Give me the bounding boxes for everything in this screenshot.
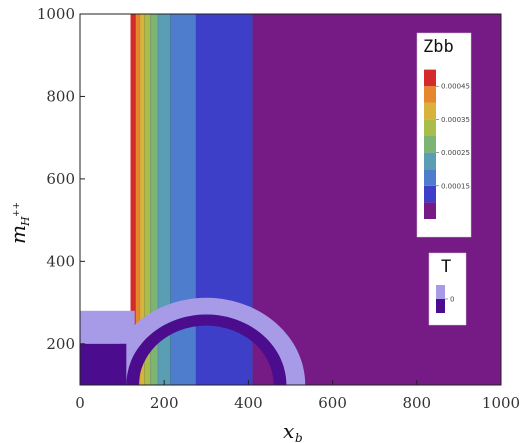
legend-zbb-swatch [424,119,436,136]
t-region-outer [107,297,306,385]
y-axis-label-sup: ++ [12,202,22,217]
legend-zbb-swatch [424,102,436,120]
legend-zbb-swatch [424,202,436,219]
legend-zbb: Zbb 0.00015 0.00025 0.00035 0.00045 [416,32,472,238]
x-tick-label: 400 [234,394,263,412]
y-tick-label: 400 [46,252,75,270]
y-tick-label: 200 [46,335,75,353]
legend-zbb-swatch [424,169,436,186]
contour-band-2 [139,14,145,385]
contour-band-4 [150,14,158,385]
legend-t-swatch [436,285,445,299]
t-region-inner [126,314,287,385]
contour-band-0 [130,14,136,385]
x-tick-label: 800 [402,394,431,412]
x-axis-label: x b [283,419,303,443]
legend-zbb-swatch [424,69,436,87]
legend-zbb-swatch [424,152,436,170]
legend-zbb-title: Zbb [423,37,454,57]
x-tick-label: 0 [75,394,85,412]
legend-zbb-swatch [424,185,436,203]
x-axis-label-main: x [283,419,294,443]
t-region-left-inner [80,343,127,385]
x-axis: 0 200 400 600 800 1000 [75,380,520,412]
y-axis: 200 400 600 800 1000 [37,5,85,353]
t-region-left-outer [80,310,135,344]
legend-zbb-swatch [424,136,436,153]
x-tick-label: 600 [318,394,347,412]
legend-zbb-tick-label: 0.00025 [441,149,470,157]
x-tick-label: 200 [150,394,179,412]
plot-frame [79,13,502,386]
y-axis-label-main: m [6,225,30,244]
legend-zbb-tick-label: 0.00045 [441,83,470,91]
y-tick-label: 1000 [37,5,75,23]
legend-t-swatch [436,299,445,313]
x-axis-label-sub: b [295,431,303,443]
contour-band-5 [157,14,171,385]
legend-t-title: T [441,257,451,277]
y-tick-label: 800 [46,87,75,105]
y-tick-label: 600 [46,170,75,188]
legend-zbb-tick-label: 0.00035 [441,116,470,124]
legend-t-box [428,252,467,326]
contour-band-1 [135,14,140,385]
legend-t-tick-label: 0 [450,296,454,304]
legend-t: T 0 [428,252,467,326]
y-axis-label-sub: H [19,216,32,227]
x-tick-label: 1000 [482,394,520,412]
contour-band-3 [144,14,151,385]
legend-zbb-tick-label: 0.00015 [441,182,470,190]
y-axis-label: m H ++ [6,202,32,244]
legend-zbb-swatch [424,86,436,103]
